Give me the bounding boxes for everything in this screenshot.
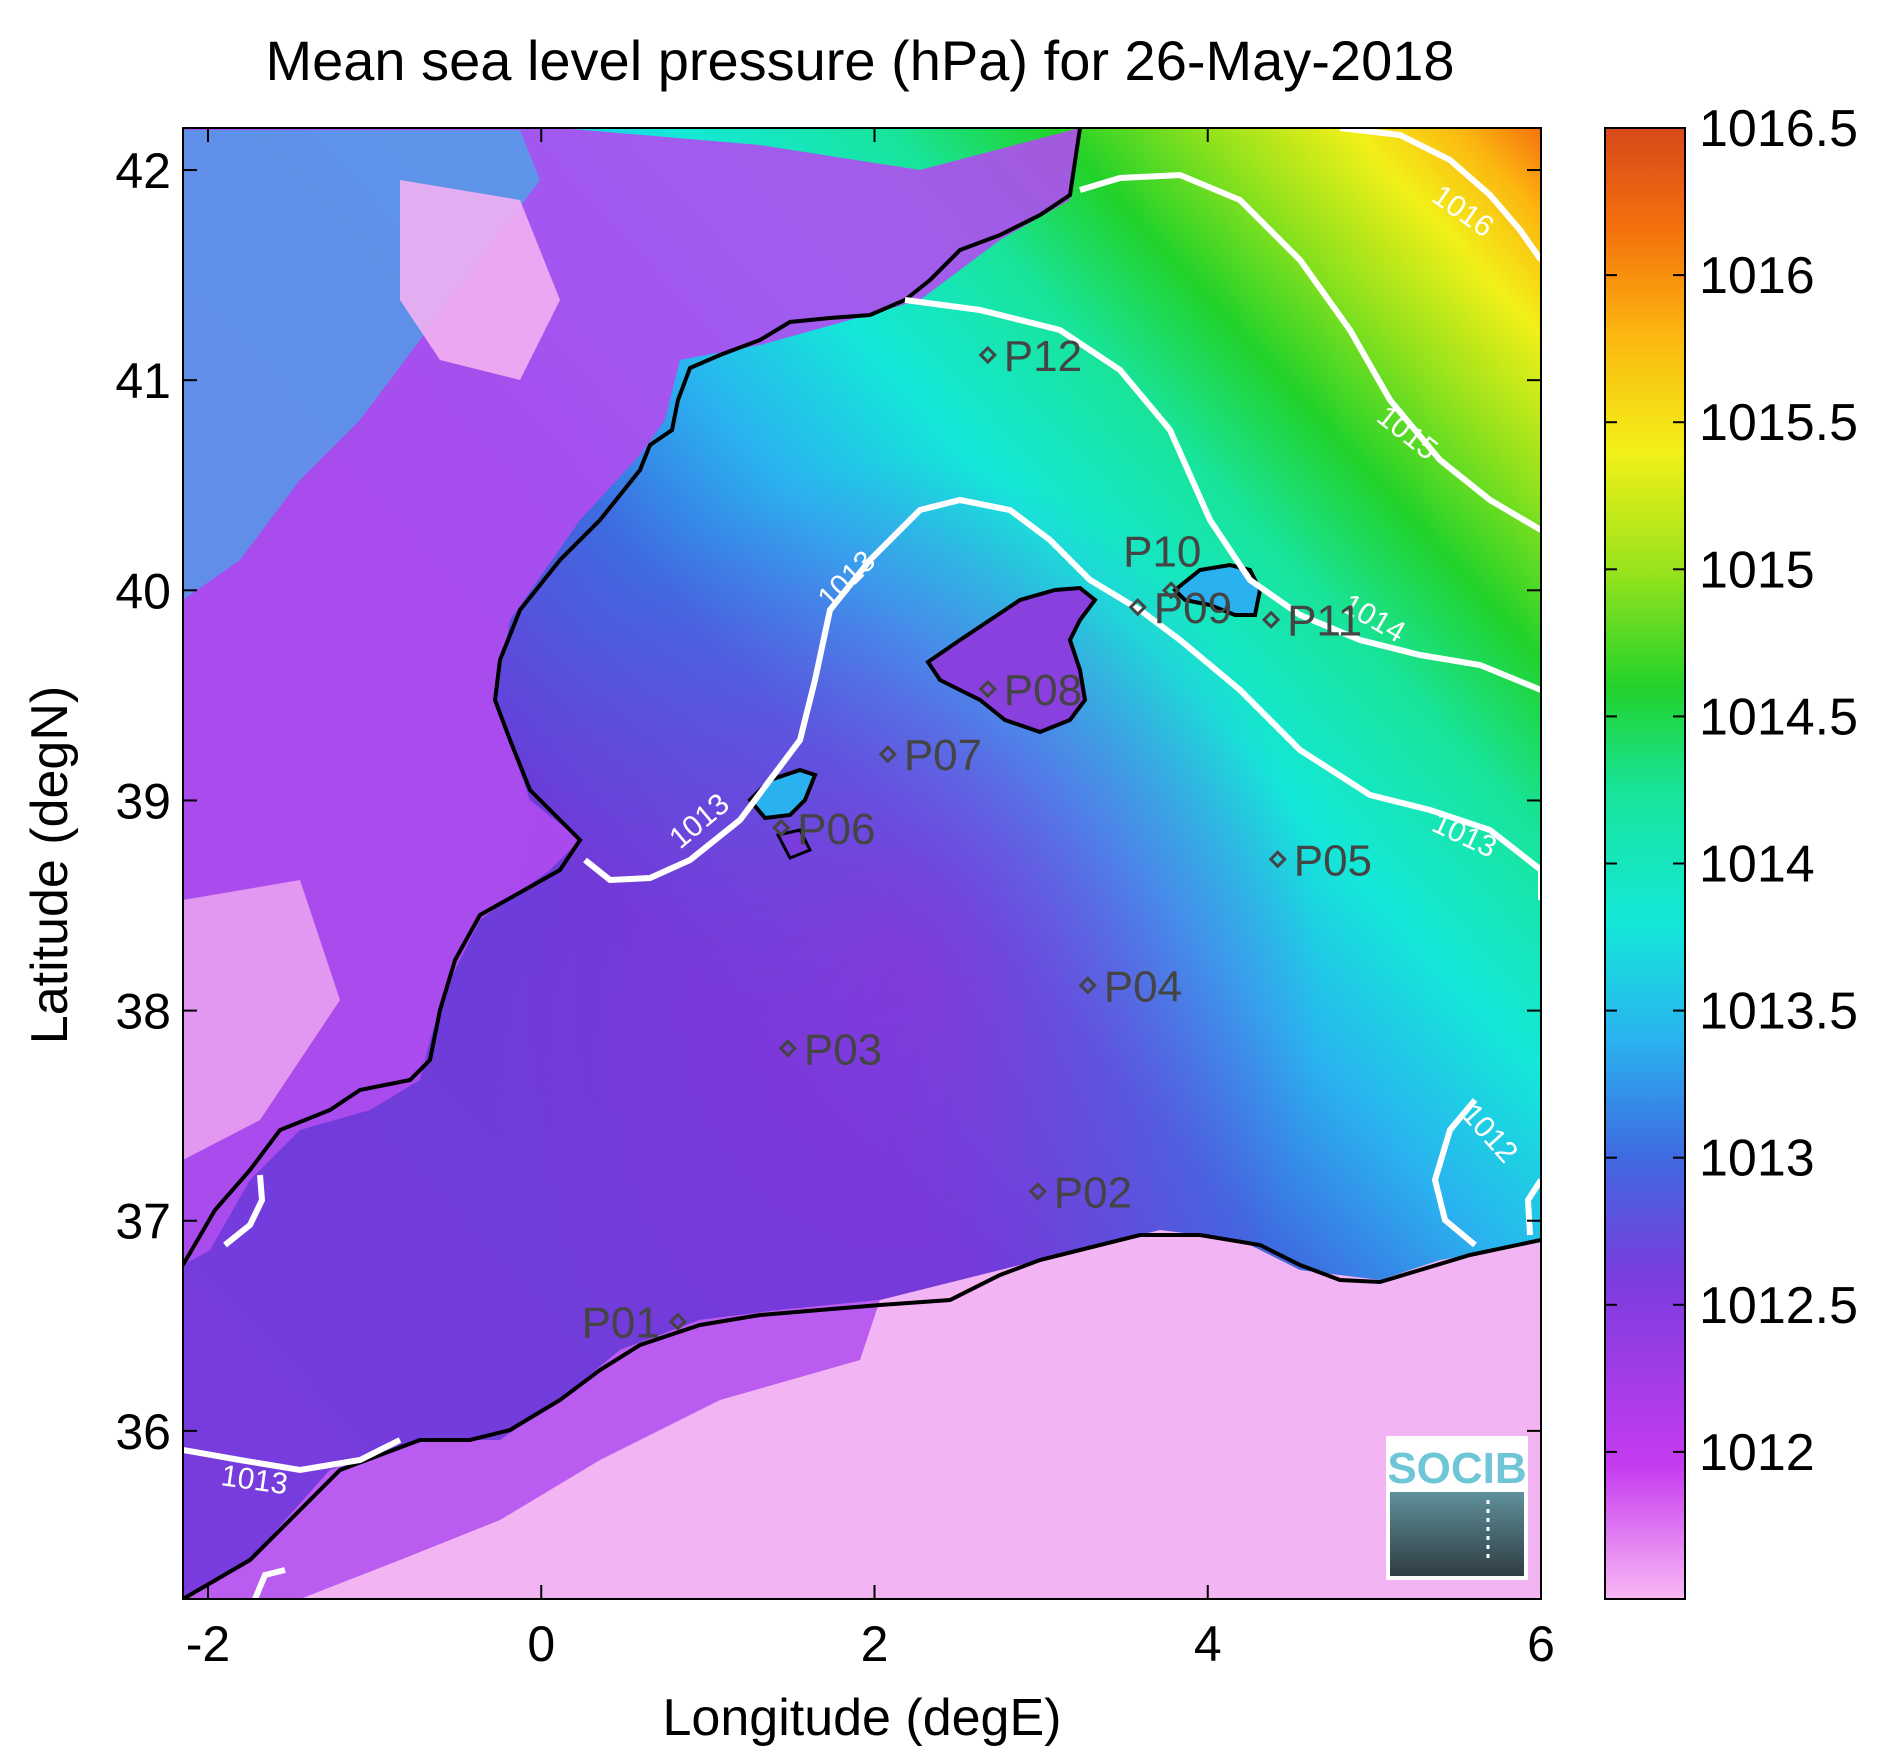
station-label: P11 <box>1287 597 1362 646</box>
isobar-1015 <box>1079 171 1541 533</box>
isobar-1012 <box>1431 1098 1478 1248</box>
station-marker <box>978 679 997 699</box>
y-tick-label: 41 <box>115 353 171 409</box>
colorbar-tick-label: 1015.5 <box>1699 394 1858 452</box>
x-axis-ticks: -2 0 2 4 6 <box>186 128 1555 1672</box>
y-tick-label: 39 <box>115 773 171 829</box>
station-marker <box>878 745 897 764</box>
colorbar-tick-label: 1016.5 <box>1699 100 1858 158</box>
station-marker <box>978 345 997 365</box>
station-label: P06 <box>797 805 875 854</box>
isobar-1016 <box>1339 128 1541 262</box>
station-label: P05 <box>1294 836 1372 885</box>
isobar-1013-west <box>223 1174 266 1248</box>
station-marker <box>1028 1182 1047 1201</box>
x-tick-label: -2 <box>186 1616 230 1672</box>
isobar-1013-north <box>583 496 1541 900</box>
formentera-island <box>775 828 813 860</box>
isobar-1013-southwest <box>183 1437 402 1474</box>
north-africa-land <box>183 1230 1541 1599</box>
low-pressure-area <box>480 460 1320 1500</box>
y-axis-ticks: 36 37 38 39 40 41 42 <box>115 143 1541 1460</box>
station-marker <box>1261 610 1281 629</box>
x-tick-label: 0 <box>527 1616 555 1672</box>
x-tick-label: 2 <box>861 1616 889 1672</box>
station-label: P10 <box>1123 527 1201 576</box>
iberia-land <box>183 128 1080 1265</box>
colorbar-tick-label: 1012 <box>1699 1424 1815 1482</box>
plot-frame <box>182 127 1542 1600</box>
station-marker <box>1078 976 1097 995</box>
station-label: P07 <box>904 731 982 780</box>
y-tick-label: 38 <box>115 984 171 1040</box>
iberia-pale-region <box>400 180 560 380</box>
x-axis-label: Longitude (degE) <box>663 1689 1062 1747</box>
colorbar-tick-label: 1013.5 <box>1699 983 1858 1041</box>
station-marker <box>772 818 791 837</box>
africa-coastal-band <box>183 1300 880 1599</box>
station-label: P03 <box>804 1025 882 1074</box>
colorbar-ticks: 1012 1012.5 1013 1013.5 1014 1014.5 1015 1015.5… <box>1605 100 1858 1482</box>
y-tick-label: 42 <box>115 143 171 199</box>
station-label: P02 <box>1054 1168 1132 1217</box>
station-label: P01 <box>582 1299 660 1348</box>
colorbar: 1012 1012.5 1013 1013.5 1014 1014.5 1015 1015.5… <box>1604 100 1858 1600</box>
y-tick-label: 36 <box>115 1404 171 1460</box>
station-marker <box>1268 850 1287 869</box>
station-marker <box>1128 598 1147 617</box>
isobar-1013-corner <box>252 1567 286 1599</box>
station-marker <box>1161 581 1181 600</box>
colorbar-tick-label: 1014 <box>1699 836 1815 894</box>
socib-logo: SOCIB <box>1386 1436 1528 1580</box>
isobar-1012-edge <box>1524 1178 1541 1236</box>
mallorca-island <box>925 585 1098 735</box>
x-tick-label: 6 <box>1527 1616 1555 1672</box>
socib-logo-text: SOCIB <box>1387 1444 1526 1493</box>
colorbar-gradient <box>1604 127 1686 1600</box>
x-tick-label: 4 <box>1194 1616 1222 1672</box>
station-label: P12 <box>1004 332 1082 381</box>
map-plot-area: 1016 1015 1014 1013 1013 1013 1012 1013 … <box>183 128 1541 1599</box>
colorbar-tick-label: 1015 <box>1699 541 1815 599</box>
station-label: P04 <box>1104 962 1182 1011</box>
colorbar-tick-label: 1013 <box>1699 1130 1815 1188</box>
iberia-coastline <box>183 128 1082 1267</box>
station-marker <box>668 1312 688 1331</box>
colorbar-tick-label: 1014.5 <box>1699 688 1858 746</box>
menorca-island <box>1172 562 1263 617</box>
colorbar-tick-label: 1012.5 <box>1699 1277 1858 1335</box>
colorbar-tick-label: 1016 <box>1699 247 1815 305</box>
iberia-pale-south <box>183 880 340 1160</box>
chart-title: Mean sea level pressure (hPa) for 26-May… <box>265 29 1454 92</box>
y-axis-label: Latitude (degN) <box>21 686 79 1044</box>
station-label: P08 <box>1004 666 1082 715</box>
y-tick-label: 40 <box>115 563 171 619</box>
y-tick-label: 37 <box>115 1194 171 1250</box>
africa-coastline <box>183 1233 1541 1599</box>
isobar-1014 <box>904 297 1541 693</box>
station-marker <box>778 1039 797 1058</box>
